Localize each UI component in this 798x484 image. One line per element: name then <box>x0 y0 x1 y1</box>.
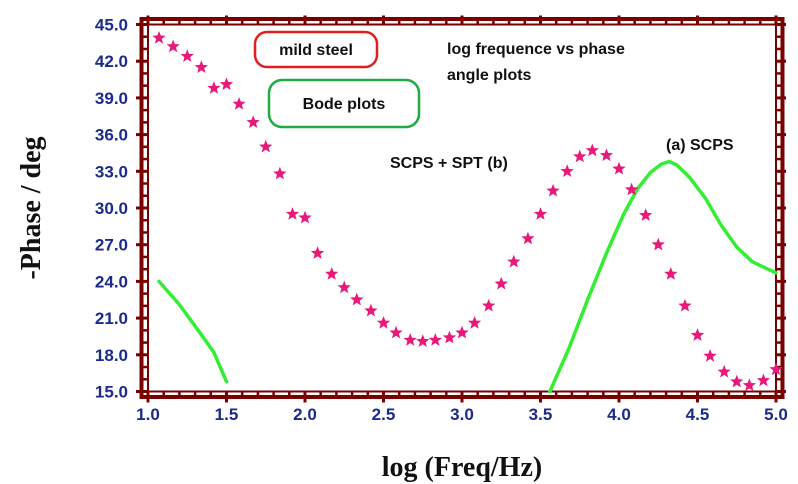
star-point <box>507 254 521 268</box>
star-point <box>717 364 731 378</box>
star-point <box>298 210 312 224</box>
series-a-label: (a) SCPS <box>666 137 734 154</box>
star-point <box>482 298 496 312</box>
y-tick-label: 15.0 <box>95 383 128 402</box>
star-point <box>639 208 653 221</box>
y-tick-label: 27.0 <box>95 236 128 255</box>
star-point <box>207 81 221 94</box>
star-point <box>599 148 614 162</box>
star-point <box>273 166 287 180</box>
star-point <box>416 334 430 347</box>
y-tick-label: 18.0 <box>95 346 128 365</box>
star-point <box>769 362 783 376</box>
mild-steel-box <box>253 30 379 69</box>
y-tick-label: 45.0 <box>95 16 128 35</box>
star-point <box>664 267 678 280</box>
scps-line-series <box>157 159 778 394</box>
star-point <box>756 373 771 387</box>
star-point <box>690 328 705 341</box>
x-axis-title: log (Freq/Hz) <box>382 452 542 483</box>
star-point <box>337 280 351 294</box>
star-point <box>428 333 442 346</box>
plot-title-line-1: log frequence vs phase <box>447 41 625 58</box>
star-point <box>259 139 273 153</box>
star-point <box>560 164 574 177</box>
star-point <box>180 49 194 62</box>
star-point <box>742 378 756 391</box>
star-point <box>389 325 403 339</box>
star-point <box>467 316 482 329</box>
star-point <box>651 237 665 251</box>
bode-plots-label: Bode plots <box>303 96 386 113</box>
star-point <box>546 183 560 197</box>
x-tick-label: 1.0 <box>136 405 160 424</box>
y-tick-label: 39.0 <box>95 89 128 108</box>
scps-line-segment <box>548 159 778 394</box>
star-point <box>455 325 469 339</box>
star-point <box>494 276 508 290</box>
star-point <box>285 207 300 220</box>
star-point <box>194 60 208 73</box>
star-point <box>573 149 587 163</box>
y-axis-title: -Phase / deg <box>16 136 47 279</box>
star-point <box>442 330 457 344</box>
tick-labels: 1.0 1.5 2.0 2.5 3.0 3.5 4.0 4.5 5.0 15.0 18.0 21.0 2… <box>95 16 788 425</box>
star-point <box>403 333 417 346</box>
star-point <box>350 292 364 306</box>
y-tick-label: 21.0 <box>95 309 128 328</box>
star-point <box>364 303 378 317</box>
y-tick-label: 24.0 <box>95 272 128 291</box>
star-point <box>678 298 692 312</box>
star-point <box>219 77 234 91</box>
star-point <box>246 115 260 128</box>
y-tick-label: 30.0 <box>95 199 128 218</box>
plot-title-line-2: angle plots <box>447 67 532 84</box>
x-tick-label: 2.5 <box>372 405 396 424</box>
tick-marks <box>136 15 786 403</box>
series-b-label: SCPS + SPT (b) <box>390 155 508 172</box>
star-point <box>533 207 548 220</box>
star-point <box>310 246 325 259</box>
y-tick-label: 33.0 <box>95 162 128 181</box>
star-point <box>521 231 535 245</box>
star-point <box>730 374 744 388</box>
x-tick-label: 5.0 <box>764 405 788 424</box>
x-tick-label: 2.0 <box>293 405 317 424</box>
star-point <box>152 31 166 44</box>
star-point <box>166 39 180 53</box>
y-tick-label: 42.0 <box>95 52 128 71</box>
star-point <box>325 267 339 280</box>
bode-plots-box <box>267 78 421 129</box>
star-point <box>232 97 246 110</box>
y-tick-label: 36.0 <box>95 126 128 145</box>
x-tick-label: 4.0 <box>607 405 631 424</box>
star-point <box>612 161 626 175</box>
x-tick-label: 4.5 <box>686 405 710 424</box>
scps-line-segment <box>157 279 229 384</box>
x-tick-label: 3.0 <box>450 405 474 424</box>
star-point <box>703 349 717 362</box>
x-tick-label: 1.5 <box>215 405 239 424</box>
mild-steel-label: mild steel <box>279 42 353 59</box>
star-point <box>624 182 639 196</box>
scps-spt-star-series <box>152 31 783 391</box>
star-point <box>585 143 599 157</box>
star-point <box>376 316 391 329</box>
x-tick-label: 3.5 <box>529 405 553 424</box>
